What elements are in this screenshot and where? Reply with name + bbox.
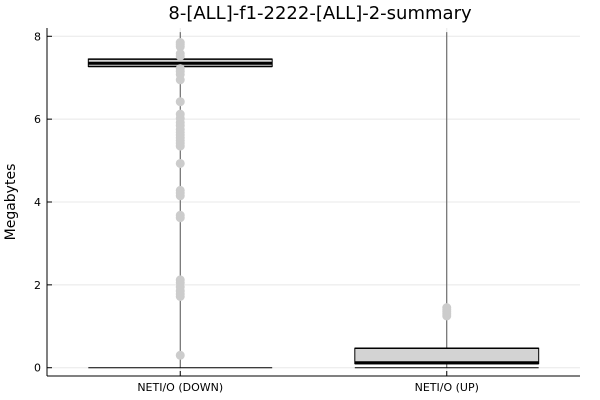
outlier-point [175,109,185,119]
outlier-point [442,303,452,313]
y-tick-label-0: 0 [34,362,41,375]
y-tick-label-2: 2 [34,279,41,292]
y-tick-label-8: 8 [34,30,41,43]
outlier-point [175,185,185,195]
box-1 [354,32,540,369]
grid-lines [47,28,580,376]
outlier-point [175,210,185,220]
x-ticks: NETI/O (DOWN) NETI/O (UP) [137,371,479,394]
outlier-point [175,158,185,168]
outlier-point [175,64,185,74]
outlier-point [175,97,185,107]
x-tick-label-0: NETI/O (DOWN) [137,381,223,394]
box-0 [87,32,273,369]
outlier-point [175,38,185,47]
boxes-layer [87,32,540,369]
outlier-point [175,275,185,285]
y-axis-label: Megabytes [3,164,19,241]
y-ticks: 0 2 4 6 8 [34,30,52,375]
y-tick-label-6: 6 [34,113,41,126]
outlier-point [175,350,185,360]
chart-title: 8-[ALL]-f1-2222-[ALL]-2-summary [168,3,472,24]
x-tick-label-1: NETI/O (UP) [415,381,479,394]
y-tick-label-4: 4 [34,196,41,209]
